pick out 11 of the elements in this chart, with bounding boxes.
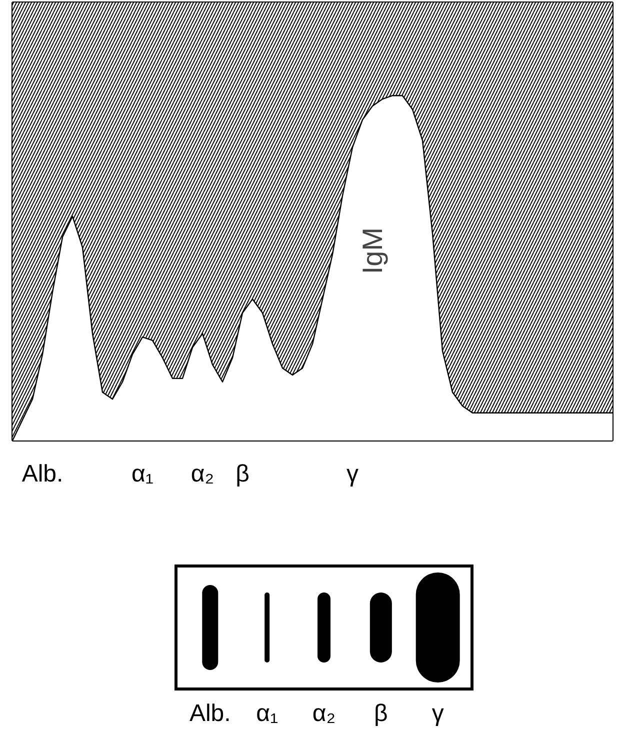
category-label: α₂ <box>311 700 337 728</box>
category-label: β <box>373 700 389 728</box>
x-tick-label: Alb. <box>22 460 64 488</box>
x-tick-label: α₂ <box>190 460 214 488</box>
x-tick-label: β <box>236 460 250 488</box>
annotation: IgM <box>356 227 388 274</box>
category-label: γ <box>430 700 445 728</box>
category-label: Alb. <box>188 700 232 728</box>
category-label: α₁ <box>256 700 278 727</box>
x-tick-label: α₁ <box>132 460 154 488</box>
x-tick-label: γ <box>346 460 358 488</box>
